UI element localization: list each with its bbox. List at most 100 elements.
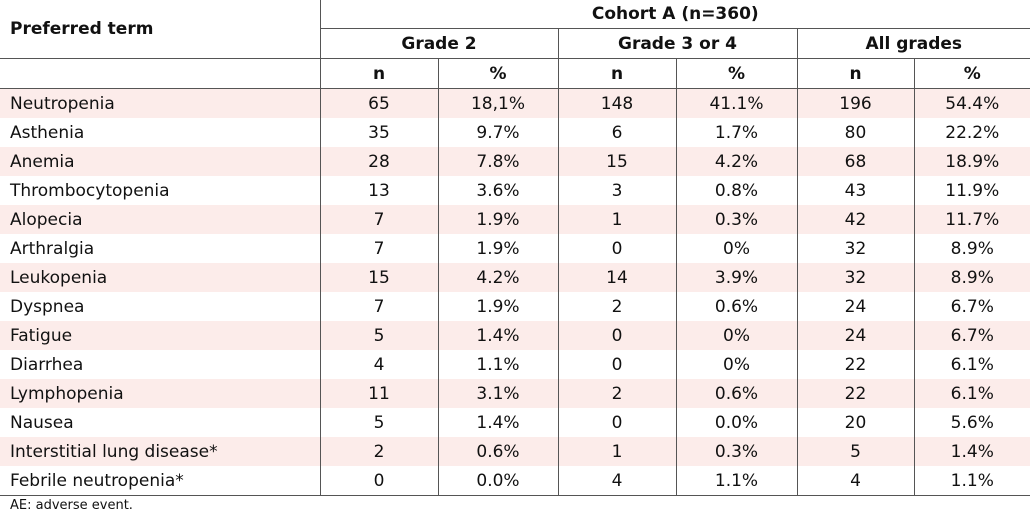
term-cell: Alopecia — [0, 205, 320, 234]
grade2-percent-cell: 1.4% — [437, 408, 558, 437]
grade2-percent-cell: 1.4% — [437, 321, 558, 350]
subheader-n: n — [796, 58, 914, 89]
subheader-percent: % — [675, 58, 797, 89]
grade2-percent-cell: 1.1% — [437, 350, 558, 379]
grade2-percent-cell: 7.8% — [437, 147, 558, 176]
table-row: Asthenia 35 9.7% 6 1.7% 80 22.2% — [0, 118, 1030, 147]
grade2-percent-cell: 1.9% — [437, 234, 558, 263]
term-cell: Anemia — [0, 147, 320, 176]
group-header-all-grades: All grades — [796, 28, 1030, 59]
term-cell: Thrombocytopenia — [0, 176, 320, 205]
grade2-n-cell: 0 — [319, 466, 438, 496]
term-cell: Nausea — [0, 408, 320, 437]
subheader-blank — [0, 58, 320, 89]
term-cell: Asthenia — [0, 118, 320, 147]
group-header-grade-2: Grade 2 — [319, 28, 558, 59]
table-row: Dyspnea 7 1.9% 2 0.6% 24 6.7% — [0, 292, 1030, 321]
subheader-n: n — [557, 58, 676, 89]
term-cell: Interstitial lung disease* — [0, 437, 320, 466]
allgrades-n-cell: 43 — [796, 176, 914, 205]
allgrades-percent-cell: 11.7% — [913, 205, 1030, 234]
allgrades-n-cell: 24 — [796, 321, 914, 350]
table-row: Thrombocytopenia 13 3.6% 3 0.8% 43 11.9% — [0, 176, 1030, 205]
grade34-n-cell: 3 — [557, 176, 676, 205]
grade2-percent-cell: 3.1% — [437, 379, 558, 408]
allgrades-n-cell: 4 — [796, 466, 914, 496]
grade34-percent-cell: 0% — [675, 234, 797, 263]
term-cell: Febrile neutropenia* — [0, 466, 320, 496]
grade34-n-cell: 1 — [557, 205, 676, 234]
allgrades-percent-cell: 6.1% — [913, 350, 1030, 379]
subheader-percent: % — [913, 58, 1030, 89]
allgrades-n-cell: 20 — [796, 408, 914, 437]
table-row: Febrile neutropenia* 0 0.0% 4 1.1% 4 1.1% — [0, 466, 1030, 496]
grade34-percent-cell: 0% — [675, 350, 797, 379]
grade2-percent-cell: 4.2% — [437, 263, 558, 292]
grade2-percent-cell: 18,1% — [437, 88, 558, 118]
allgrades-n-cell: 68 — [796, 147, 914, 176]
grade2-n-cell: 5 — [319, 408, 438, 437]
allgrades-percent-cell: 18.9% — [913, 147, 1030, 176]
allgrades-percent-cell: 6.7% — [913, 321, 1030, 350]
allgrades-percent-cell: 8.9% — [913, 234, 1030, 263]
allgrades-n-cell: 32 — [796, 234, 914, 263]
grade2-percent-cell: 1.9% — [437, 205, 558, 234]
grade34-n-cell: 148 — [557, 88, 676, 118]
grade2-n-cell: 7 — [319, 234, 438, 263]
table-row: Arthralgia 7 1.9% 0 0% 32 8.9% — [0, 234, 1030, 263]
grade34-n-cell: 1 — [557, 437, 676, 466]
grade34-percent-cell: 0.0% — [675, 408, 797, 437]
preferred-term-header: Preferred term — [0, 0, 320, 59]
allgrades-n-cell: 22 — [796, 379, 914, 408]
footnote: AE: adverse event. — [10, 498, 133, 513]
table-row: Anemia 28 7.8% 15 4.2% 68 18.9% — [0, 147, 1030, 176]
grade34-n-cell: 6 — [557, 118, 676, 147]
cohort-header: Cohort A (n=360) — [319, 0, 1030, 29]
table-row: Fatigue 5 1.4% 0 0% 24 6.7% — [0, 321, 1030, 350]
table-row: Leukopenia 15 4.2% 14 3.9% 32 8.9% — [0, 263, 1030, 292]
grade2-percent-cell: 1.9% — [437, 292, 558, 321]
term-cell: Leukopenia — [0, 263, 320, 292]
group-header-grade-3-or-4: Grade 3 or 4 — [557, 28, 797, 59]
grade2-percent-cell: 9.7% — [437, 118, 558, 147]
term-cell: Lymphopenia — [0, 379, 320, 408]
allgrades-n-cell: 5 — [796, 437, 914, 466]
term-cell: Arthralgia — [0, 234, 320, 263]
table-row: Diarrhea 4 1.1% 0 0% 22 6.1% — [0, 350, 1030, 379]
allgrades-percent-cell: 1.4% — [913, 437, 1030, 466]
term-cell: Diarrhea — [0, 350, 320, 379]
grade34-percent-cell: 0.6% — [675, 379, 797, 408]
grade2-n-cell: 13 — [319, 176, 438, 205]
grade2-n-cell: 7 — [319, 292, 438, 321]
grade2-n-cell: 65 — [319, 88, 438, 118]
grade2-n-cell: 4 — [319, 350, 438, 379]
grade2-n-cell: 5 — [319, 321, 438, 350]
grade34-percent-cell: 41.1% — [675, 88, 797, 118]
table-row: Lymphopenia 11 3.1% 2 0.6% 22 6.1% — [0, 379, 1030, 408]
grade34-percent-cell: 0.6% — [675, 292, 797, 321]
grade34-n-cell: 0 — [557, 408, 676, 437]
grade34-percent-cell: 0.8% — [675, 176, 797, 205]
allgrades-n-cell: 32 — [796, 263, 914, 292]
table-body: Neutropenia 65 18,1% 148 41.1% 196 54.4% Asthen… — [0, 88, 1030, 496]
subheader-n: n — [319, 58, 438, 89]
grade34-n-cell: 2 — [557, 379, 676, 408]
allgrades-n-cell: 24 — [796, 292, 914, 321]
grade34-n-cell: 15 — [557, 147, 676, 176]
grade34-percent-cell: 0.3% — [675, 205, 797, 234]
grade34-n-cell: 0 — [557, 350, 676, 379]
grade34-n-cell: 4 — [557, 466, 676, 496]
allgrades-percent-cell: 11.9% — [913, 176, 1030, 205]
grade34-percent-cell: 1.7% — [675, 118, 797, 147]
grade2-percent-cell: 3.6% — [437, 176, 558, 205]
term-cell: Dyspnea — [0, 292, 320, 321]
table-row: Neutropenia 65 18,1% 148 41.1% 196 54.4% — [0, 88, 1030, 118]
adverse-events-table: Preferred term Cohort A (n=360) Grade 2 … — [0, 0, 1030, 496]
grade34-percent-cell: 4.2% — [675, 147, 797, 176]
grade2-n-cell: 28 — [319, 147, 438, 176]
term-cell: Fatigue — [0, 321, 320, 350]
grade34-n-cell: 2 — [557, 292, 676, 321]
grade2-n-cell: 15 — [319, 263, 438, 292]
grade34-n-cell: 0 — [557, 234, 676, 263]
